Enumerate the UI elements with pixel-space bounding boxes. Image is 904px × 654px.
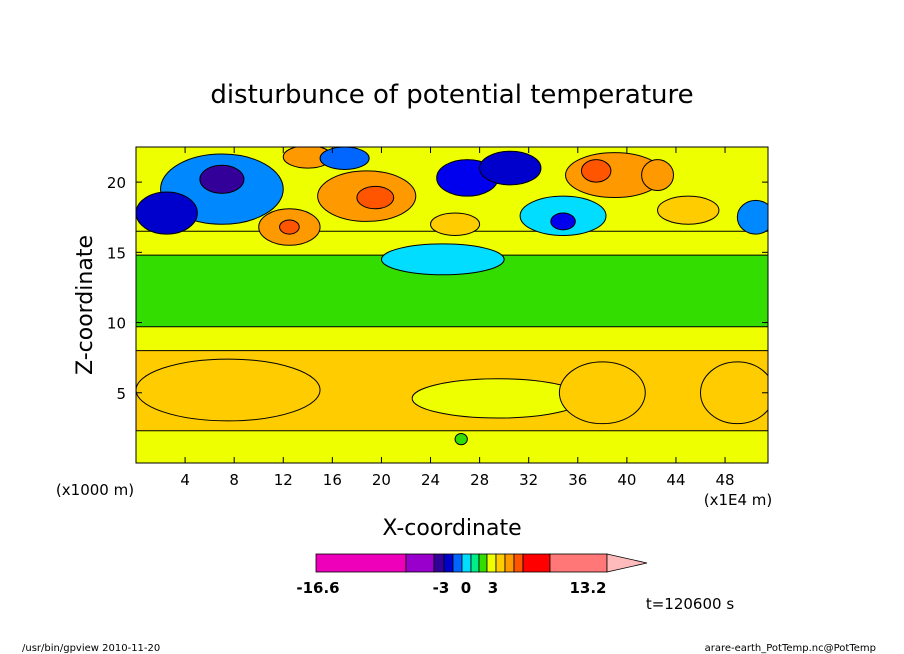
x-tick-label-6: 28 bbox=[470, 471, 489, 489]
colorbar bbox=[315, 553, 648, 573]
contour-features bbox=[136, 147, 768, 446]
x-axis-label: X-coordinate bbox=[382, 516, 521, 541]
x-tick-label-9: 40 bbox=[617, 471, 636, 489]
x-tick-label-5: 24 bbox=[421, 471, 440, 489]
contour-feature-11 bbox=[356, 185, 395, 210]
x-tick-label-4: 20 bbox=[372, 471, 391, 489]
plot-area bbox=[136, 147, 768, 463]
footer-right: arare-earth_PotTemp.nc@PotTemp bbox=[705, 643, 876, 654]
contour-feature-24 bbox=[430, 212, 481, 236]
contour-feature-13 bbox=[279, 219, 300, 235]
colorbar-label-3: 3 bbox=[488, 579, 498, 597]
contour-feature-0 bbox=[136, 358, 321, 422]
contour-feature-5 bbox=[380, 243, 505, 276]
y-axis-label: Z-coordinate bbox=[73, 235, 98, 375]
colorbar-label-neg3: -3 bbox=[433, 579, 450, 597]
colorbar-segment-10 bbox=[504, 553, 515, 573]
contour-feature-18 bbox=[550, 212, 576, 231]
y-tick-label-3: 20 bbox=[107, 174, 126, 192]
x-tick-label-2: 12 bbox=[274, 471, 293, 489]
x-scale-note: (x1E4 m) bbox=[704, 491, 773, 509]
contour-feature-23 bbox=[736, 199, 768, 235]
colorbar-segment-11 bbox=[513, 553, 524, 573]
plot-frame bbox=[135, 146, 769, 464]
colorbar-segment-3 bbox=[443, 553, 454, 573]
contour-band-0 bbox=[136, 430, 768, 463]
contour-feature-14 bbox=[319, 147, 370, 170]
colorbar-tip bbox=[606, 553, 648, 573]
colorbar-segment-9 bbox=[495, 553, 506, 573]
colorbar-segment-12 bbox=[522, 553, 551, 573]
colorbar-label-zero: 0 bbox=[461, 579, 471, 597]
colorbar-label-max: 13.2 bbox=[569, 579, 606, 597]
colorbar-label-min: -16.6 bbox=[296, 579, 339, 597]
x-unit-label: (x1000 m) bbox=[56, 481, 134, 499]
x-tick-label-8: 36 bbox=[568, 471, 587, 489]
contour-band-2 bbox=[136, 326, 768, 351]
colorbar-segment-6 bbox=[470, 553, 480, 573]
colorbar-segment-5 bbox=[461, 553, 472, 573]
contour-feature-21 bbox=[641, 159, 675, 192]
x-tick-label-3: 16 bbox=[323, 471, 342, 489]
colorbar-segment-1 bbox=[405, 553, 435, 573]
colorbar-segment-13 bbox=[549, 553, 608, 573]
contour-feature-3 bbox=[700, 361, 768, 425]
x-tick-label-1: 8 bbox=[229, 471, 239, 489]
y-tick-label-1: 10 bbox=[107, 315, 126, 333]
y-axis: 5 10 15 20 bbox=[107, 174, 768, 403]
colorbar-labels: -16.6 -3 0 3 13.2 bbox=[296, 579, 606, 597]
contour-feature-20 bbox=[580, 159, 612, 183]
y-tick-label-0: 5 bbox=[116, 385, 126, 403]
chart-title: disturbunce of potential temperature bbox=[210, 80, 693, 110]
colorbar-segment-8 bbox=[486, 553, 497, 573]
contour-feature-4 bbox=[454, 433, 468, 446]
contour-feature-1 bbox=[411, 378, 585, 419]
x-tick-label-0: 4 bbox=[180, 471, 190, 489]
colorbar-segment-2 bbox=[433, 553, 445, 573]
x-tick-label-7: 32 bbox=[519, 471, 538, 489]
colorbar-segment-4 bbox=[452, 553, 463, 573]
x-tick-label-10: 44 bbox=[666, 471, 685, 489]
footer-left: /usr/bin/gpview 2010-11-20 bbox=[22, 643, 160, 654]
contour-feature-8 bbox=[199, 164, 245, 194]
contour-feature-7 bbox=[136, 191, 198, 235]
colorbar-segment-0 bbox=[315, 553, 407, 573]
y-tick-label-2: 15 bbox=[107, 244, 126, 262]
x-tick-label-11: 48 bbox=[716, 471, 735, 489]
x-axis: 4 8 12 16 20 24 28 32 36 40 44 48 bbox=[180, 147, 735, 489]
contour-feature-22 bbox=[657, 195, 720, 225]
colorbar-segment-7 bbox=[478, 553, 488, 573]
time-label: t=120600 s bbox=[646, 595, 734, 613]
contour-feature-2 bbox=[558, 361, 646, 425]
contour-feature-16 bbox=[479, 150, 542, 186]
